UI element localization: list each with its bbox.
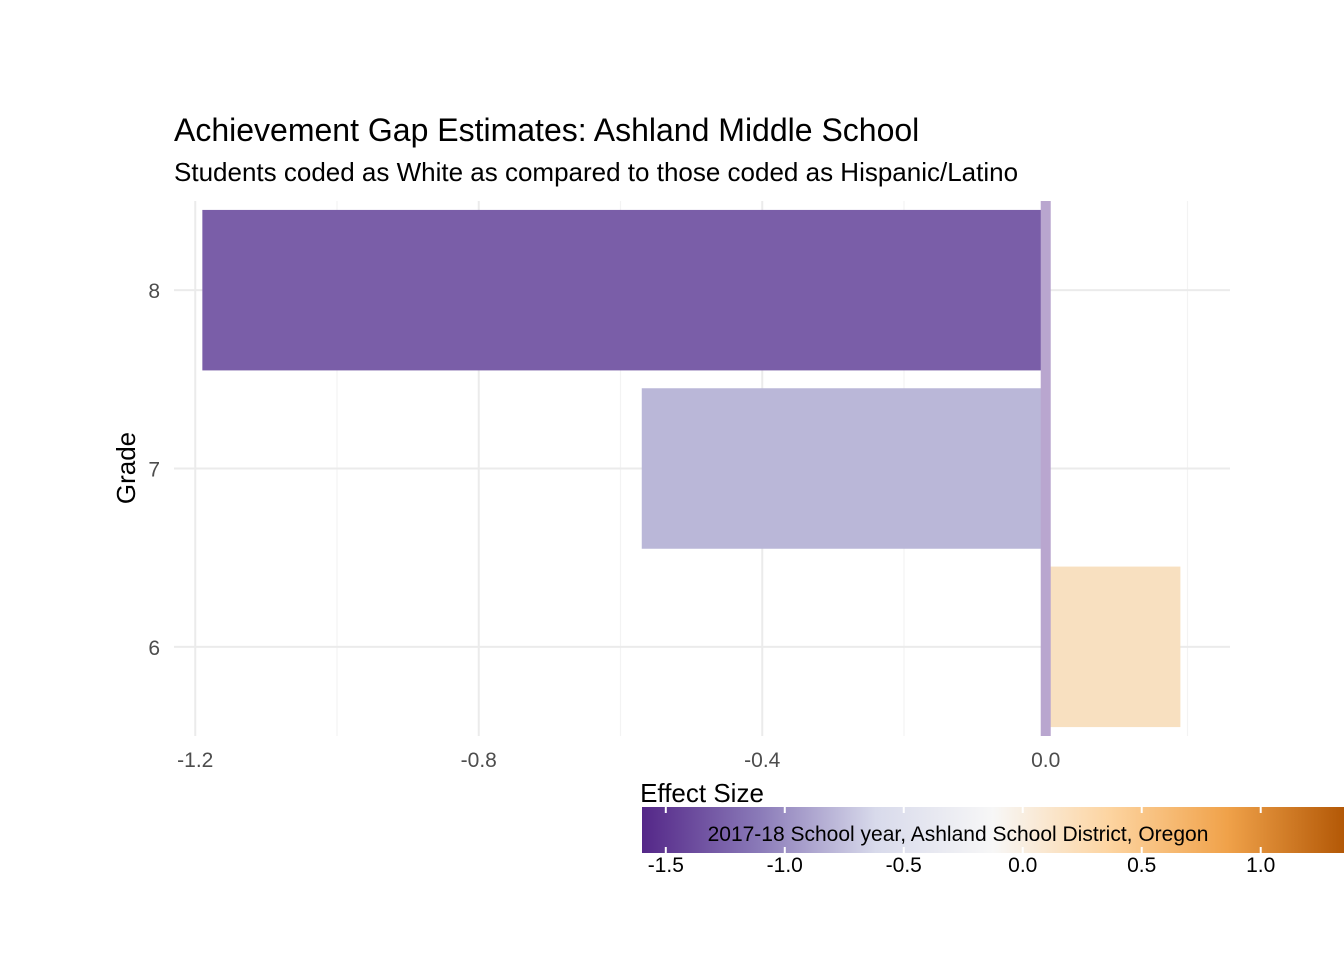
- legend-tick-label: -1.0: [767, 854, 803, 877]
- chart-subtitle: Students coded as White as compared to t…: [174, 157, 1018, 187]
- y-axis-label: Grade: [111, 432, 141, 504]
- legend-tick-label: -0.5: [886, 854, 922, 877]
- x-tick-label: -0.8: [461, 749, 497, 772]
- x-tick-label: -0.4: [744, 749, 781, 772]
- legend-tick-label: 0.0: [1008, 854, 1037, 877]
- legend-tick-label: 0.5: [1127, 854, 1156, 877]
- y-tick-label: 7: [148, 459, 160, 482]
- y-tick-label: 8: [148, 280, 160, 303]
- chart-title: Achievement Gap Estimates: Ashland Middl…: [174, 112, 919, 148]
- bar-grade-7: [641, 388, 1046, 549]
- bar-grade-6: [1045, 566, 1181, 728]
- bars: [202, 209, 1181, 728]
- bar-grade-8: [202, 209, 1046, 371]
- legend: 2017-18 School year, Ashland School Dist…: [642, 807, 1344, 877]
- y-axis-ticks: 8 7 6: [148, 280, 160, 660]
- zero-reference-line: [1040, 201, 1051, 736]
- x-tick-label: 0.0: [1031, 749, 1060, 772]
- legend-ticks: -1.5 -1.0 -0.5 0.0 0.5 1.0: [648, 807, 1275, 877]
- y-tick-label: 6: [148, 637, 160, 660]
- x-tick-label: -1.2: [177, 749, 213, 772]
- legend-tick-label: 1.0: [1246, 854, 1275, 877]
- legend-tick-label: -1.5: [648, 854, 684, 877]
- reference-line-group: [1040, 201, 1051, 736]
- legend-colorbar: [642, 807, 1344, 853]
- x-axis-ticks: -1.2 -0.8 -0.4 0.0: [177, 749, 1060, 772]
- x-axis-label: Effect Size: [640, 778, 764, 808]
- legend-caption: 2017-18 School year, Ashland School Dist…: [708, 823, 1209, 846]
